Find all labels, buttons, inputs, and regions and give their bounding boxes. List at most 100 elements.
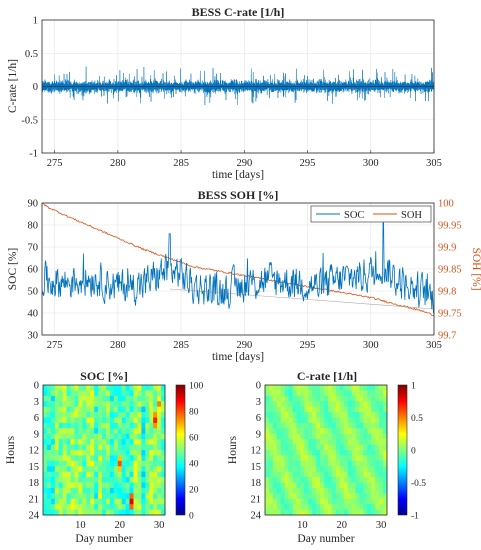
heatmap-cell — [308, 471, 313, 478]
heatmap-cell — [324, 412, 329, 418]
heatmap-cell — [359, 433, 364, 440]
heatmap-cell — [343, 493, 349, 500]
heatmap-cell — [335, 422, 341, 429]
heatmap-cell — [149, 422, 154, 429]
heatmap-cell — [98, 460, 103, 467]
heatmap-cell — [371, 471, 376, 478]
heatmap-cell — [102, 417, 107, 424]
heatmap-cell — [82, 487, 87, 494]
heatmap-cell — [363, 450, 368, 456]
heatmap-cell — [383, 385, 388, 391]
heatmap-cell — [375, 412, 380, 418]
heatmap-cell — [280, 498, 286, 505]
heatmap-cell — [300, 482, 305, 489]
heatmap-cell — [125, 460, 130, 467]
heatmap-cell — [50, 477, 56, 483]
heatmap-cell — [98, 428, 103, 435]
heatmap-cell — [125, 509, 130, 516]
heatmap-cell — [304, 466, 309, 473]
heatmap-cell — [82, 406, 87, 413]
heatmap-cell — [62, 450, 68, 456]
heatmap-cell — [50, 412, 56, 418]
heatmap-cell — [105, 433, 111, 440]
heatmap-cell — [54, 498, 60, 505]
heatmap-cell — [54, 401, 60, 408]
heatmap-cell — [129, 460, 134, 467]
heatmap-cell — [70, 466, 75, 473]
heatmap-cell — [141, 471, 146, 478]
heatmap-cell — [265, 471, 270, 478]
heatmap-cell — [363, 422, 368, 429]
heatmap-cell — [327, 509, 333, 516]
heatmap-cell — [70, 482, 75, 489]
heatmap-cell — [137, 433, 142, 440]
heatmap-cell — [383, 395, 388, 402]
heatmap-cell — [351, 412, 356, 418]
heatmap-cell — [102, 509, 107, 516]
heatmap-cell — [62, 482, 68, 489]
heatmap-cell — [284, 504, 290, 510]
heatmap-cell — [133, 428, 138, 435]
heatmap-cell — [265, 395, 270, 402]
heatmap-cell — [117, 412, 123, 418]
heatmap-cell — [161, 406, 166, 413]
colorbar-tick-label: 0 — [411, 447, 416, 457]
heatmap-cell — [90, 395, 95, 402]
heatmap-cell — [288, 460, 293, 467]
heatmap-cell — [133, 471, 138, 478]
heatmap-cell — [327, 487, 333, 494]
heatmap-cell — [102, 390, 107, 397]
heatmap-cell — [157, 417, 162, 424]
heatmap-cell — [86, 460, 91, 467]
heatmap-cell — [86, 428, 91, 435]
heatmap-cell — [296, 439, 301, 445]
heatmap-cell — [133, 401, 138, 408]
heatmap-cell — [54, 417, 60, 424]
heatmap-cell — [375, 439, 380, 445]
chart1-x-tick-label: 305 — [426, 158, 442, 169]
heatmap-cell — [371, 460, 376, 467]
heatmap-cell — [117, 460, 123, 467]
heatmap-cell — [145, 477, 150, 483]
heatmap-cell — [343, 422, 349, 429]
heatmap-cell — [98, 455, 103, 462]
soc-heatmap-cells — [43, 385, 166, 516]
crate-series-line — [42, 66, 434, 106]
heatmap-cell — [90, 444, 95, 451]
heatmap-cell — [94, 509, 99, 516]
heatmap-cell — [153, 498, 158, 505]
heatmap-cell — [343, 450, 349, 456]
heatmap-cell — [304, 406, 309, 413]
heatmap-cell — [46, 460, 52, 467]
heatmap-cell — [113, 385, 119, 391]
heatmap-cell — [371, 412, 376, 418]
chart2-x-tick-label: 285 — [173, 340, 189, 351]
heatmap-cell — [296, 509, 301, 516]
heatmap-cell — [339, 504, 345, 510]
heatmap-cell — [296, 482, 301, 489]
heatmap-cell — [300, 385, 305, 391]
heatmap-cell — [379, 460, 384, 467]
heatmap-cell — [74, 498, 79, 505]
heatmap-cell — [276, 471, 282, 478]
heatmap-cell — [316, 455, 321, 462]
soh-series-line — [42, 203, 434, 317]
heatmap-cell — [351, 487, 356, 494]
heatmap-cell — [339, 450, 345, 456]
heatmap-cell — [288, 422, 293, 429]
heatmap-cell — [43, 412, 48, 418]
heatmap-cell — [383, 406, 388, 413]
heatmap-cell — [379, 433, 384, 440]
heatmap-cell — [320, 504, 325, 510]
heatmap-cell — [316, 395, 321, 402]
heatmap-cell — [371, 390, 376, 397]
heatmap-cell — [58, 444, 64, 451]
heatmap-cell — [125, 466, 130, 473]
heatmap-cell — [296, 428, 301, 435]
heatmap-y-tick-label: 21 — [251, 494, 262, 505]
heatmap-cell — [129, 450, 134, 456]
heatmap-cell — [339, 509, 345, 516]
heatmap-cell — [272, 466, 278, 473]
chart2-y-tick-label-left: 40 — [28, 309, 39, 320]
heatmap-cell — [141, 422, 146, 429]
